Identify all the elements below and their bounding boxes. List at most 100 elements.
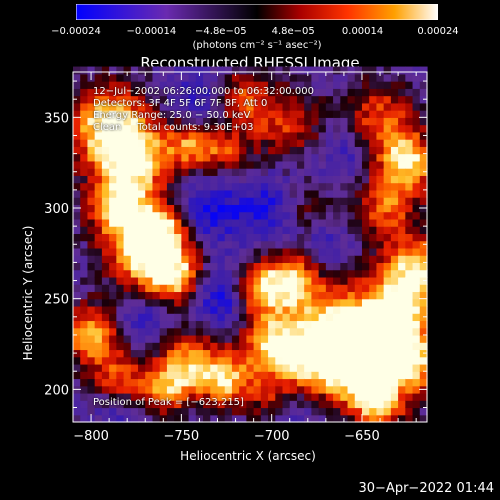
heatmap-cell: [398, 327, 406, 336]
heatmap-cell: [304, 88, 312, 97]
heatmap-cell: [376, 226, 385, 234]
heatmap-cell: [174, 175, 182, 184]
heatmap-cell: [231, 160, 240, 169]
heatmap-cell: [268, 218, 276, 227]
heatmap-cell: [318, 189, 327, 198]
heatmap-cell: [109, 327, 117, 336]
heatmap-cell: [296, 131, 305, 140]
heatmap-cell: [203, 327, 211, 336]
heatmap-cell: [268, 298, 276, 307]
heatmap-cell: [260, 334, 269, 343]
heatmap-cell: [398, 298, 406, 307]
heatmap-cell: [80, 102, 89, 111]
heatmap-cell: [369, 363, 378, 372]
heatmap-cell: [376, 160, 385, 169]
heatmap-cell: [210, 327, 219, 336]
heatmap-cell: [296, 110, 305, 118]
heatmap-cell: [369, 182, 378, 191]
heatmap-cell: [80, 313, 89, 322]
heatmap-cell: [282, 153, 291, 162]
heatmap-cell: [188, 269, 197, 278]
heatmap-cell: [376, 392, 385, 401]
heatmap-cell: [354, 139, 363, 147]
heatmap-cell: [109, 400, 117, 409]
heatmap-cell: [166, 139, 175, 147]
heatmap-cell: [188, 400, 197, 409]
heatmap-cell: [311, 226, 320, 234]
heatmap-cell: [282, 218, 291, 227]
heatmap-cell: [390, 320, 399, 329]
heatmap-cell: [239, 146, 247, 155]
heatmap-cell: [116, 168, 125, 176]
heatmap-cell: [275, 284, 284, 293]
heatmap-cell: [311, 371, 320, 380]
heatmap-cell: [188, 291, 197, 300]
heatmap-cell: [253, 81, 262, 89]
heatmap-cell: [383, 66, 392, 75]
heatmap-cell: [311, 414, 320, 423]
heatmap-cell: [152, 102, 161, 111]
heatmap-cell: [340, 81, 349, 89]
heatmap-cell: [369, 320, 378, 329]
heatmap-cell: [347, 392, 356, 401]
heatmap-cell: [217, 95, 226, 104]
heatmap-cell: [318, 175, 327, 184]
heatmap-cell: [217, 182, 226, 191]
heatmap-cell: [217, 160, 226, 169]
heatmap-cell: [340, 334, 349, 343]
heatmap-cell: [390, 110, 399, 118]
heatmap-cell: [260, 320, 269, 329]
heatmap-cell: [398, 139, 406, 147]
heatmap-cell: [87, 269, 96, 278]
heatmap-cell: [369, 284, 378, 293]
heatmap-cell: [94, 66, 103, 75]
heatmap-cell: [333, 117, 341, 126]
heatmap-cell: [159, 291, 168, 300]
heatmap-cell: [239, 378, 247, 387]
heatmap-cell: [116, 182, 125, 191]
heatmap-cell: [419, 284, 428, 293]
heatmap-cell: [159, 255, 168, 264]
heatmap-cell: [101, 262, 110, 271]
heatmap-cell: [116, 95, 125, 104]
heatmap-cell: [268, 226, 276, 234]
heatmap-cell: [239, 392, 247, 401]
heatmap-cell: [275, 269, 284, 278]
heatmap-cell: [304, 269, 312, 278]
heatmap-cell: [231, 262, 240, 271]
heatmap-cell: [210, 189, 219, 198]
heatmap-cell: [152, 66, 161, 75]
heatmap-cell: [304, 371, 312, 380]
heatmap-cell: [203, 291, 211, 300]
heatmap-cell: [318, 276, 327, 285]
heatmap-cell: [80, 88, 89, 97]
heatmap-cell: [419, 371, 428, 380]
heatmap-cell: [203, 218, 211, 227]
heatmap-cell: [412, 88, 421, 97]
heatmap-cell: [246, 255, 255, 264]
heatmap-cell: [275, 124, 284, 133]
heatmap-cell: [116, 269, 125, 278]
heatmap-cell: [260, 88, 269, 97]
heatmap-cell: [109, 378, 117, 387]
heatmap-cell: [369, 226, 378, 234]
heatmap-cell: [195, 233, 204, 242]
heatmap-cell: [398, 349, 406, 358]
colorbar-tick-label: 0.00024: [417, 26, 459, 37]
heatmap-cell: [311, 400, 320, 409]
heatmap-cell: [188, 175, 197, 184]
heatmap-cell: [116, 342, 125, 351]
heatmap-cell: [340, 160, 349, 169]
heatmap-cell: [203, 356, 211, 365]
heatmap-cell: [318, 168, 327, 176]
heatmap-cell: [188, 240, 197, 249]
heatmap-cell: [405, 255, 414, 264]
heatmap-cell: [224, 218, 233, 227]
heatmap-cell: [101, 247, 110, 256]
heatmap-cell: [275, 291, 284, 300]
heatmap-cell: [275, 255, 284, 264]
heatmap-cell: [296, 117, 305, 126]
heatmap-cell: [231, 240, 240, 249]
heatmap-cell: [80, 291, 89, 300]
heatmap-cell: [181, 175, 190, 184]
